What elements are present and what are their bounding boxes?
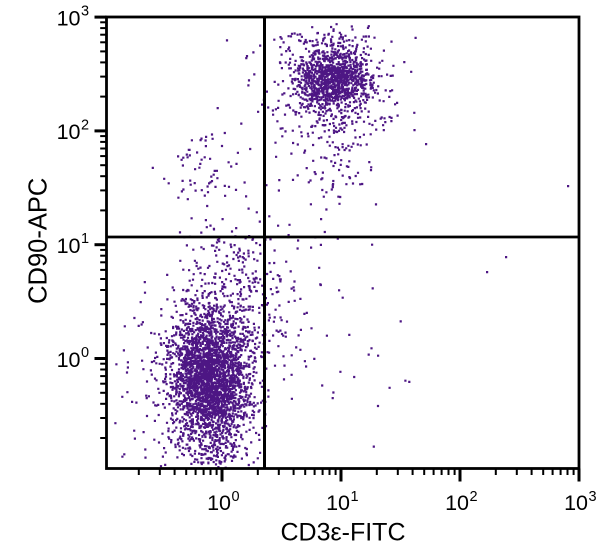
- svg-text:10: 10: [57, 120, 81, 144]
- svg-text:10: 10: [326, 491, 350, 515]
- svg-text:10: 10: [57, 234, 81, 258]
- svg-text:0: 0: [81, 345, 89, 361]
- svg-text:3: 3: [589, 489, 597, 505]
- svg-text:0: 0: [232, 489, 240, 505]
- svg-text:10: 10: [207, 491, 231, 515]
- svg-text:1: 1: [351, 489, 359, 505]
- svg-text:2: 2: [81, 117, 89, 133]
- svg-text:10: 10: [57, 6, 81, 30]
- svg-text:2: 2: [470, 489, 478, 505]
- svg-text:CD3ε-FITC: CD3ε-FITC: [280, 519, 405, 547]
- svg-text:10: 10: [445, 491, 469, 515]
- svg-text:10: 10: [57, 348, 81, 372]
- svg-text:1: 1: [81, 231, 89, 247]
- svg-text:10: 10: [564, 491, 588, 515]
- svg-text:3: 3: [81, 4, 89, 20]
- svg-text:CD90-APC: CD90-APC: [25, 178, 53, 304]
